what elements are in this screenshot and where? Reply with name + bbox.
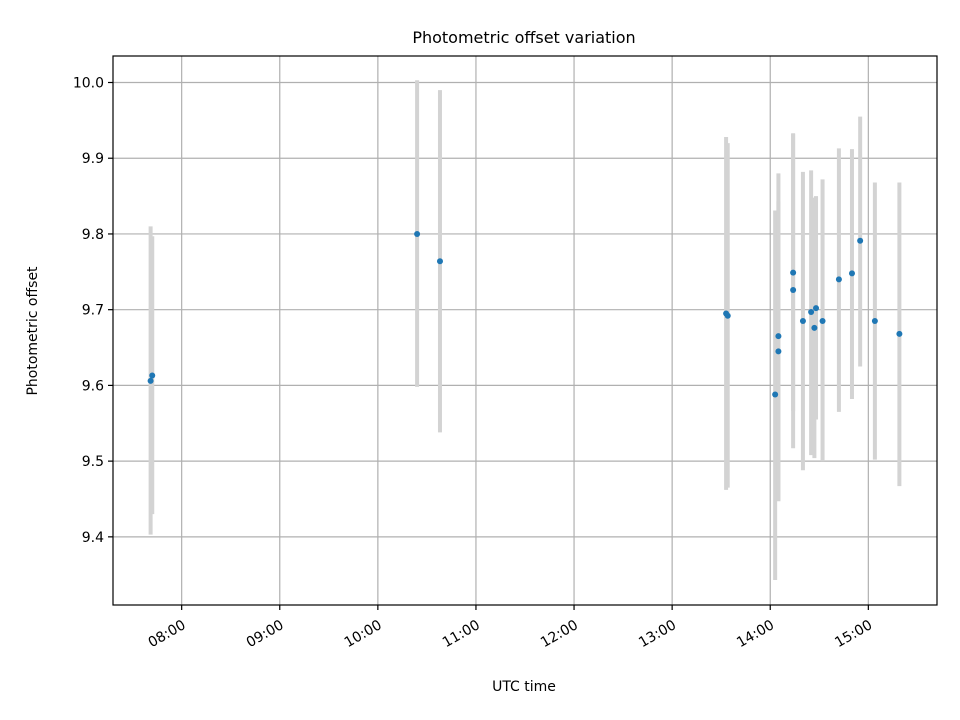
data-point	[813, 305, 820, 312]
data-point	[414, 230, 421, 237]
data-point	[871, 318, 878, 325]
data-point	[790, 269, 797, 276]
y-tick-label: 9.7	[82, 303, 104, 319]
y-tick-label: 9.8	[82, 227, 104, 243]
data-point	[436, 258, 443, 265]
x-tick-label: 15:00	[832, 617, 875, 651]
y-tick-label: 9.9	[82, 151, 104, 167]
data-point	[775, 333, 782, 340]
data-point	[149, 372, 156, 379]
data-point	[896, 330, 903, 337]
data-points	[147, 230, 903, 398]
error-bars	[148, 80, 902, 581]
data-point	[147, 377, 154, 384]
x-tick-label: 11:00	[440, 617, 483, 651]
axis-ticks: 08:00 09:00 10:00 11:00 12:00 13:00 14:00 15:00…	[73, 76, 875, 652]
data-point	[835, 276, 842, 283]
y-tick-label: 9.5	[82, 454, 104, 470]
y-tick-label: 9.6	[82, 378, 104, 394]
data-point	[819, 318, 826, 325]
y-tick-label: 9.4	[82, 530, 104, 546]
y-tick-label: 10.0	[73, 76, 104, 92]
x-tick-label: 12:00	[538, 617, 581, 651]
y-axis-label: Photometric offset	[25, 266, 41, 396]
data-point	[848, 270, 855, 277]
chart-title: Photometric offset variation	[412, 28, 635, 47]
data-point	[724, 312, 731, 319]
x-tick-label: 13:00	[636, 617, 679, 651]
x-axis-label: UTC time	[492, 679, 556, 695]
x-tick-label: 08:00	[146, 617, 189, 651]
data-point	[808, 308, 815, 315]
x-tick-label: 09:00	[244, 617, 287, 651]
plot-frame	[112, 55, 938, 606]
x-tick-label: 10:00	[342, 617, 385, 651]
data-point	[811, 324, 818, 331]
grid	[113, 56, 937, 605]
data-point	[857, 237, 864, 244]
data-point	[772, 391, 779, 398]
data-point	[799, 318, 806, 325]
data-point	[775, 348, 782, 355]
x-tick-label: 14:00	[734, 617, 777, 651]
data-point	[790, 286, 797, 293]
